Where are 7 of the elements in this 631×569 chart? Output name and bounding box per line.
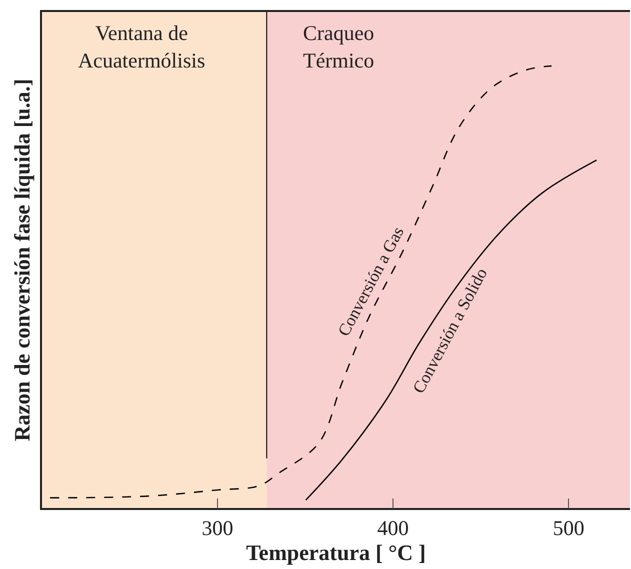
x-tick-label: 500	[552, 516, 584, 540]
x-tick-label: 300	[202, 516, 234, 540]
band-label: Ventana de Acuatermólisis	[78, 21, 206, 72]
x-axis-title: Temperatura [ °C ]	[246, 540, 426, 565]
band-label: Craqueo Térmico	[303, 21, 374, 72]
x-tick-label: 400	[377, 516, 409, 540]
y-axis-title: Razon de conversión fase líquida [u.a.]	[10, 78, 35, 442]
